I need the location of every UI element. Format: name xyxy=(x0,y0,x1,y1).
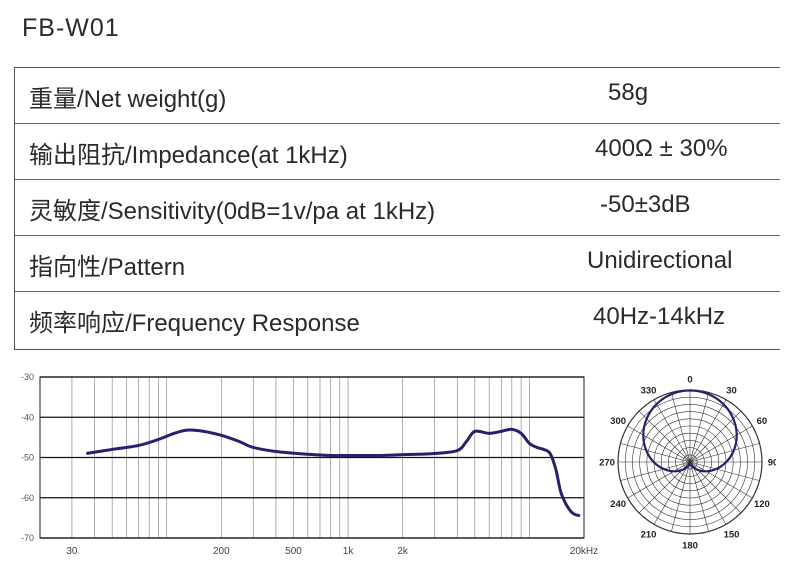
polar-spoke xyxy=(627,461,691,499)
spec-row-weight: 重量/Net weight(g) 58g xyxy=(15,68,780,124)
spec-value-sensitivity: -50±3dB xyxy=(600,191,691,218)
x-tick-label: 200 xyxy=(213,546,230,557)
polar-angle-label: 120 xyxy=(754,499,770,510)
polar-angle-label: 240 xyxy=(610,499,626,510)
polar-angle-label: 270 xyxy=(599,458,615,469)
y-tick-label: -60 xyxy=(21,493,34,503)
polar-spoke xyxy=(638,410,691,463)
y-tick-label: -40 xyxy=(21,412,34,422)
x-tick-label: 2k xyxy=(397,546,409,557)
polar-pattern-chart: 0 30 60 90 120 150 180 210 240 270 300 330 xyxy=(599,375,776,551)
polar-angle-label: 0 xyxy=(687,375,692,386)
spec-table: 重量/Net weight(g) 58g 输出阻抗/Impedance(at 1… xyxy=(14,67,780,350)
polar-spoke xyxy=(620,443,691,463)
spec-label-pattern: 指向性/Pattern xyxy=(29,254,186,281)
polar-spoke xyxy=(671,392,691,463)
polar-angle-label: 330 xyxy=(641,386,657,397)
polar-angle-label: 150 xyxy=(724,529,740,540)
polar-spoke xyxy=(671,461,691,532)
spec-value-pattern: Unidirectional xyxy=(587,247,733,274)
spec-row-sensitivity: 灵敏度/Sensitivity(0dB=1v/pa at 1kHz) -50±3… xyxy=(15,180,780,236)
spec-value-frequency-response: 40Hz-14kHz xyxy=(593,303,726,330)
polar-spoke xyxy=(689,461,760,481)
x-tick-label: 20kHz xyxy=(570,546,598,557)
spec-row-pattern: 指向性/Pattern Unidirectional xyxy=(15,236,780,292)
y-tick-label: -70 xyxy=(21,533,34,543)
x-tick-label: 1k xyxy=(343,546,355,557)
polar-spoke xyxy=(689,425,753,463)
spec-value-impedance: 400Ω ± 30% xyxy=(595,135,728,162)
polar-pattern-curve xyxy=(642,389,738,473)
frequency-response-chart: -30 -40 -50 -60 -70 30 200 500 1k 2k 20kHz xyxy=(21,372,598,557)
polar-angle-label: 60 xyxy=(757,416,768,427)
polar-angle-label: 210 xyxy=(641,529,657,540)
polar-spoke xyxy=(689,392,709,463)
polar-spoke xyxy=(689,461,727,525)
polar-spoke xyxy=(689,443,760,463)
spec-row-frequency-response: 频率响应/Frequency Response 40Hz-14kHz xyxy=(15,292,780,348)
polar-spoke xyxy=(689,461,709,532)
polar-angle-label: 300 xyxy=(610,416,626,427)
polar-spoke xyxy=(620,461,691,481)
spec-label-weight: 重量/Net weight(g) xyxy=(29,86,227,113)
polar-spoke xyxy=(689,461,753,499)
spec-row-impedance: 输出阻抗/Impedance(at 1kHz) 400Ω ± 30% xyxy=(15,124,780,180)
y-tick-label: -30 xyxy=(21,372,34,382)
spec-label-sensitivity: 灵敏度/Sensitivity(0dB=1v/pa at 1kHz) xyxy=(29,198,436,225)
x-tick-label: 30 xyxy=(66,546,78,557)
polar-spoke xyxy=(653,461,691,525)
spec-value-weight: 58g xyxy=(608,79,649,106)
polar-angle-label: 90 xyxy=(768,458,776,469)
x-tick-label: 500 xyxy=(285,546,302,557)
polar-spoke xyxy=(653,399,691,463)
polar-spoke xyxy=(689,399,727,463)
spec-label-frequency-response: 频率响应/Frequency Response xyxy=(29,310,360,337)
spec-label-impedance: 输出阻抗/Impedance(at 1kHz) xyxy=(29,142,348,169)
polar-angle-label: 180 xyxy=(682,541,698,551)
model-title: FB-W01 xyxy=(22,14,120,42)
y-tick-label: -50 xyxy=(21,453,34,463)
polar-angle-label: 30 xyxy=(726,386,737,397)
response-curve xyxy=(86,427,581,518)
polar-spoke xyxy=(689,410,742,463)
polar-spoke xyxy=(627,425,691,463)
